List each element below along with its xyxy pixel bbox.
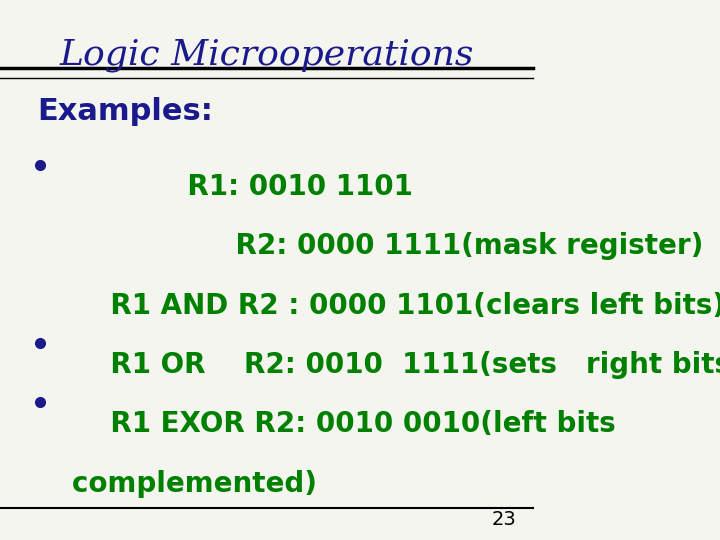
Text: R1: 0010 1101: R1: 0010 1101 <box>42 173 413 201</box>
Text: R1 EXOR R2: 0010 0010(left bits: R1 EXOR R2: 0010 0010(left bits <box>42 410 616 438</box>
Text: Logic Microoperations: Logic Microoperations <box>59 38 474 72</box>
Text: complemented): complemented) <box>42 470 317 498</box>
Text: 23: 23 <box>492 510 517 529</box>
Text: R1 OR    R2: 0010  1111(sets   right bits): R1 OR R2: 0010 1111(sets right bits) <box>42 351 720 379</box>
Text: R1 AND R2 : 0000 1101(clears left bits): R1 AND R2 : 0000 1101(clears left bits) <box>42 292 720 320</box>
Text: Examples:: Examples: <box>37 97 213 126</box>
Text: R2: 0000 1111(mask register): R2: 0000 1111(mask register) <box>42 232 703 260</box>
